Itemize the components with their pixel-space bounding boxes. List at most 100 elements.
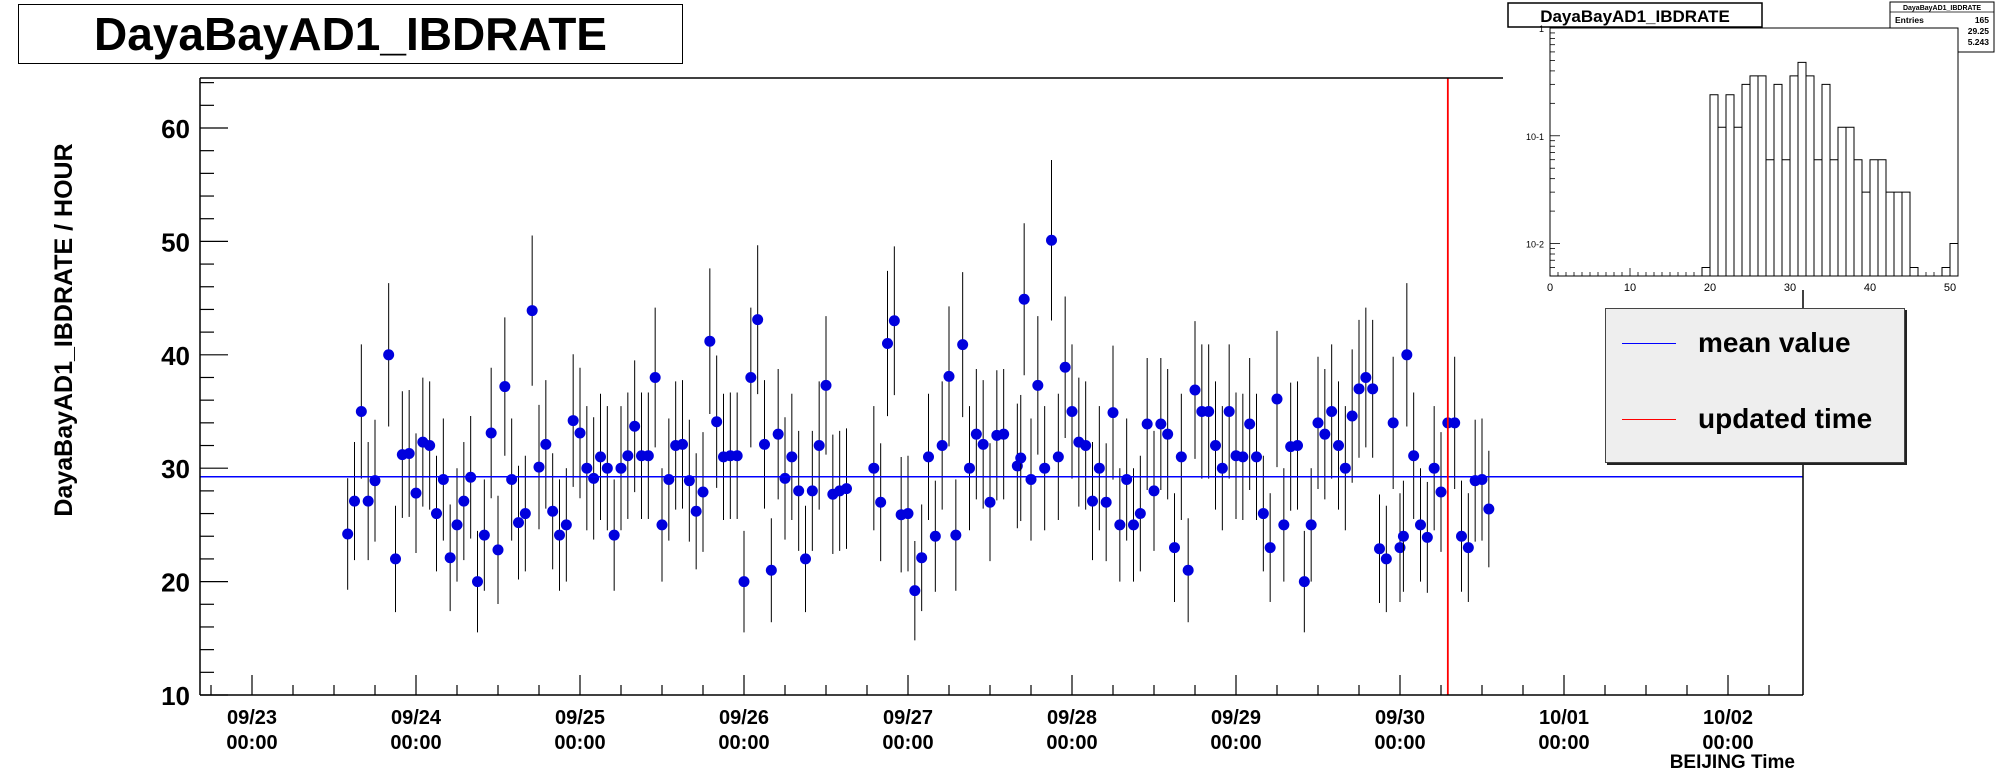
point-marker: [1326, 406, 1338, 417]
point-marker: [1476, 474, 1488, 486]
y-tick-label: 60: [161, 114, 190, 144]
point-marker: [629, 420, 641, 432]
point-marker: [1449, 417, 1461, 429]
y-tick-label: 50: [161, 227, 190, 257]
data-point: [485, 367, 497, 499]
data-point: [1066, 344, 1078, 479]
data-point: [1305, 468, 1317, 582]
legend-label-updated: updated time: [1698, 403, 1873, 434]
point-marker: [540, 438, 552, 450]
data-point: [1114, 468, 1126, 582]
data-point: [390, 505, 401, 613]
point-marker: [1278, 519, 1290, 531]
point-marker: [1360, 371, 1372, 383]
data-point: [970, 369, 982, 500]
data-point: [1312, 356, 1324, 489]
data-point: [1189, 321, 1201, 459]
point-marker: [622, 450, 634, 462]
data-point: [1449, 356, 1461, 489]
data-point: [540, 380, 552, 509]
x-tick-time-label: 00:00: [718, 732, 769, 754]
point-marker: [1080, 440, 1092, 452]
data-point: [923, 393, 934, 520]
data-point: [772, 369, 784, 500]
data-point: [1237, 393, 1249, 520]
point-marker: [786, 451, 798, 463]
x-tick-time-label: 00:00: [226, 732, 277, 754]
point-marker: [677, 438, 688, 450]
data-point: [1093, 406, 1105, 531]
data-point: [1039, 406, 1051, 531]
point-marker: [1380, 553, 1392, 565]
point-marker: [1134, 508, 1146, 520]
stats-value: 165: [1975, 15, 1989, 25]
x-tick-date-label: 09/23: [227, 707, 277, 729]
point-marker: [1408, 450, 1420, 462]
inset-title: DayaBayAD1_IBDRATE: [1540, 7, 1730, 26]
point-marker: [355, 406, 367, 417]
data-point: [437, 418, 449, 541]
data-point: [1421, 481, 1433, 593]
point-marker: [1257, 508, 1269, 520]
chart-title: DayaBayAD1_IBDRATE: [18, 4, 683, 64]
data-point: [704, 268, 716, 414]
data-point: [1128, 468, 1139, 582]
point-marker: [1374, 543, 1385, 555]
data-point: [424, 381, 436, 510]
point-marker: [492, 544, 504, 556]
data-point: [1148, 430, 1160, 551]
point-marker: [519, 508, 531, 520]
data-point: [1339, 406, 1351, 531]
point-marker: [1100, 496, 1112, 508]
data-point: [431, 455, 442, 572]
x-tick-date-label: 09/27: [883, 707, 933, 729]
point-marker: [547, 505, 559, 517]
point-marker: [1456, 530, 1467, 542]
data-point: [902, 455, 914, 572]
data-point: [1052, 393, 1064, 520]
data-point: [519, 455, 531, 572]
data-point: [1298, 530, 1310, 633]
point-marker: [1162, 428, 1174, 440]
x-tick-time-label: 00:00: [390, 732, 441, 754]
x-tick-date-label: 09/30: [1375, 707, 1425, 729]
x-tick-time-label: 00:00: [554, 732, 605, 754]
data-point: [779, 417, 791, 540]
point-marker: [765, 564, 777, 576]
x-tick-date-label: 09/26: [719, 707, 769, 729]
data-point: [1397, 480, 1409, 592]
data-point: [656, 468, 668, 582]
point-marker: [1401, 349, 1413, 361]
data-point: [1326, 344, 1338, 479]
point-marker: [977, 438, 989, 450]
x-tick-time-label: 00:00: [1538, 732, 1589, 754]
data-point: [342, 478, 354, 590]
point-marker: [1271, 393, 1283, 405]
data-point: [964, 406, 975, 531]
point-marker: [656, 519, 668, 531]
point-marker: [1046, 234, 1057, 246]
point-marker: [554, 529, 565, 541]
data-point: [554, 479, 565, 591]
point-marker: [595, 451, 606, 463]
point-marker: [1333, 440, 1344, 452]
data-point: [943, 306, 955, 447]
point-marker: [1421, 531, 1433, 543]
hist-x-tick-label: 0: [1547, 282, 1553, 294]
data-point: [1333, 381, 1344, 510]
stats-value: 5.243: [1968, 37, 1990, 47]
data-point: [1483, 450, 1495, 568]
point-marker: [745, 371, 757, 383]
point-marker: [1066, 406, 1078, 417]
point-marker: [649, 371, 661, 383]
point-marker: [1039, 462, 1051, 474]
x-tick-date-label: 10/01: [1539, 707, 1589, 729]
point-marker: [574, 427, 586, 439]
data-point: [1087, 442, 1098, 561]
point-marker: [1155, 418, 1167, 430]
data-point: [868, 406, 880, 531]
point-marker: [349, 495, 360, 507]
point-marker: [929, 530, 941, 542]
data-point: [765, 518, 777, 623]
data-point: [738, 530, 750, 633]
